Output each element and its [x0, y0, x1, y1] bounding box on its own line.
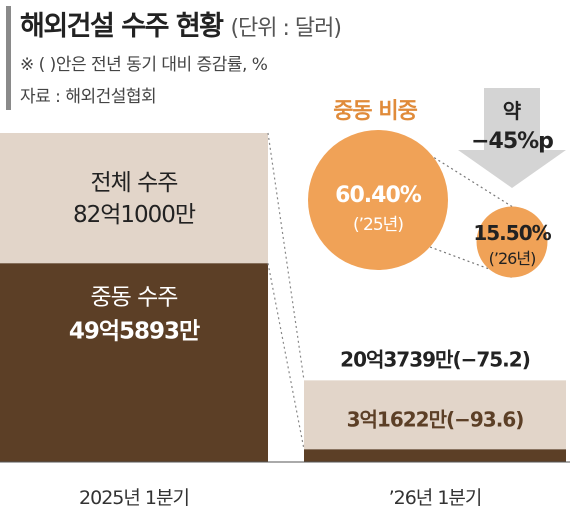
bar-total-0 [0, 133, 268, 264]
total-2025-name: 전체 수주 [91, 170, 178, 196]
share-circle-2026 [476, 206, 548, 278]
category-2026: ’26년 1분기 [389, 487, 482, 509]
bar-middle-east-0 [0, 263, 268, 462]
note-text: ※ ( )안은 전년 동기 대비 증감률, % [20, 55, 268, 75]
total-2026-value: 20억3739만(−75.2) [340, 347, 530, 371]
share-2025-value: 60.40% [335, 183, 422, 208]
category-2025: 2025년 1분기 [79, 487, 189, 509]
bar-middle-east-1 [304, 449, 566, 462]
share-2026-value: 15.50% [473, 221, 551, 245]
total-2025-value: 82억1000만 [73, 202, 196, 228]
title-text: 해외건설 수주 현황 [20, 11, 224, 42]
bar-total-1 [304, 380, 566, 450]
share-2026-year: (’26년) [489, 249, 536, 268]
unit-label: (단위 : 달러) [230, 16, 342, 41]
source-text: 자료 : 해외건설협회 [20, 87, 157, 107]
me-2025-value: 49억5893만 [69, 319, 200, 345]
connector-middle-east [267, 263, 305, 450]
share-2025-year: (’25년) [353, 215, 403, 235]
change-value: −45%p [471, 129, 553, 154]
title-accent-bar [6, 6, 11, 110]
me-2026-value: 3억1622만(−93.6) [347, 407, 524, 431]
connector-total [267, 132, 305, 381]
chart-title: 해외건설 수주 현황 (단위 : 달러) [20, 4, 342, 43]
share-circle-2025 [308, 130, 448, 270]
change-label-prefix: 약 [503, 99, 522, 123]
share-connector-top [429, 154, 513, 208]
me-2025-name: 중동 수주 [91, 285, 178, 311]
share-title: 중동 비중 [333, 99, 417, 124]
down-arrow [458, 88, 566, 188]
